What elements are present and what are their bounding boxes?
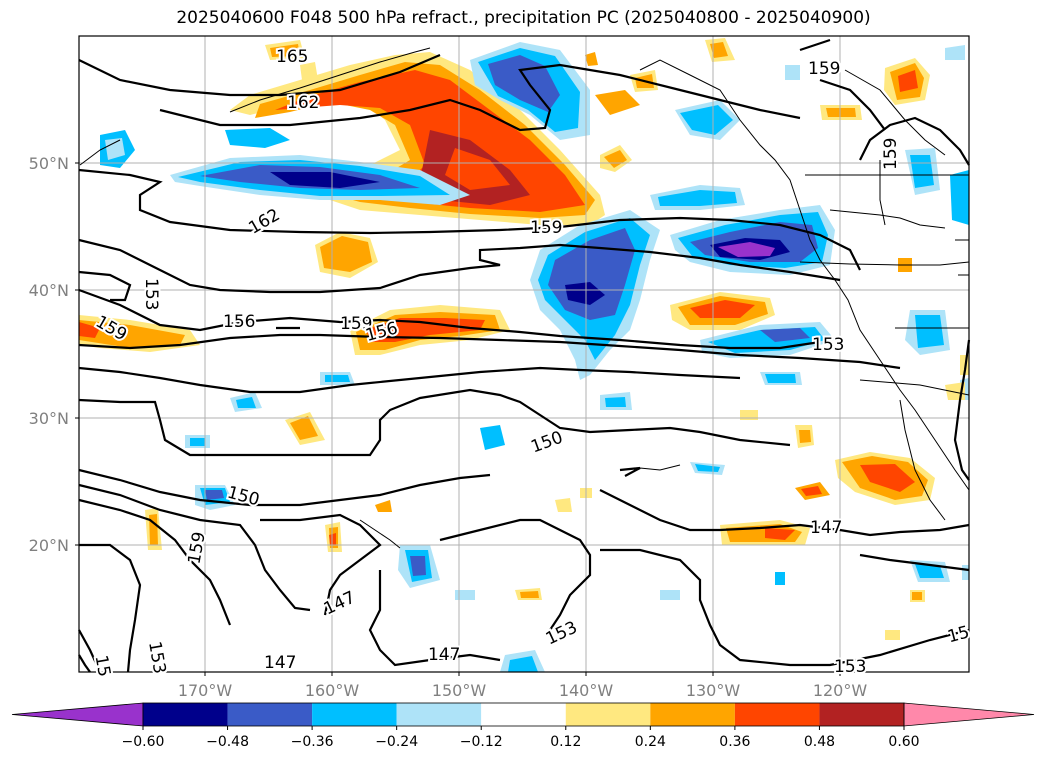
colorbar-tick-label: 0.60	[888, 734, 919, 750]
colorbar-tick-label: 0.24	[635, 734, 666, 750]
colorbar-tick-label: 0.12	[550, 734, 581, 750]
lon-axis: 170°W 160°W 150°W 140°W 130°W 120°W	[178, 672, 868, 700]
lat-tick-label: 30°N	[29, 409, 69, 428]
contour-label: 147	[810, 518, 842, 538]
colorbar-cell	[312, 703, 397, 726]
contour-label: 165	[276, 47, 308, 67]
lat-tick-label: 40°N	[29, 281, 69, 300]
lon-tick-label: 130°W	[686, 681, 741, 700]
contour-label: 147	[428, 645, 460, 665]
colorbar-tick-label: −0.48	[206, 734, 249, 750]
map-title: 2025040600 F048 500 hPa refract., precip…	[176, 8, 871, 28]
colorbar-cell	[481, 703, 566, 726]
colorbar-cell	[565, 703, 651, 726]
colorbar-cell	[396, 703, 482, 726]
lon-tick-label: 170°W	[178, 681, 233, 700]
lat-tick-label: 20°N	[29, 536, 69, 555]
colorbar-extend-min	[11, 702, 144, 727]
graticule	[79, 36, 969, 672]
contour-label: 153	[141, 278, 161, 310]
colorbar-extend-max	[903, 702, 1035, 727]
lon-tick-label: 150°W	[432, 681, 487, 700]
colorbar-cell	[143, 703, 228, 726]
colorbar-tick-label: 0.36	[719, 734, 750, 750]
lat-axis: 50°N 40°N 30°N 20°N	[29, 154, 79, 555]
colorbar-cell	[819, 703, 904, 726]
contour-labels: 165 162 162 159 159 159 159 159 159 153 …	[89, 45, 974, 680]
colorbar-tick-label: −0.24	[375, 734, 418, 750]
colorbar-tick-label: −0.12	[460, 734, 503, 750]
lat-tick-label: 50°N	[29, 154, 69, 173]
colorbar-tick-label: −0.36	[291, 734, 334, 750]
colorbar-cell	[227, 703, 313, 726]
colorbar-tick-label: 0.48	[804, 734, 835, 750]
refractivity-contours	[78, 38, 971, 673]
contour-label: 159	[881, 138, 901, 170]
lon-tick-label: 140°W	[559, 681, 614, 700]
colorbar-tick-label: −0.60	[122, 734, 165, 750]
colorbar: −0.60 −0.48 −0.36 −0.24 −0.12 0.12 0.24 0.36 0.4…	[11, 702, 1035, 750]
contour-label: 15	[91, 654, 114, 679]
contour-label: 159	[808, 59, 840, 79]
colorbar-frame	[142, 702, 905, 727]
contour-label: 159	[340, 314, 372, 334]
lon-tick-label: 120°W	[813, 681, 868, 700]
lon-tick-label: 160°W	[305, 681, 360, 700]
contour-label: 153	[834, 657, 866, 677]
contour-label: 159	[530, 218, 562, 238]
contour-label: 162	[287, 93, 319, 113]
contour-label: 147	[264, 653, 296, 673]
contour-label: 156	[223, 312, 255, 332]
contour-label: 153	[812, 335, 844, 355]
colorbar-cell	[650, 703, 735, 726]
map-frame	[78, 35, 970, 673]
colorbar-cell	[734, 703, 820, 726]
